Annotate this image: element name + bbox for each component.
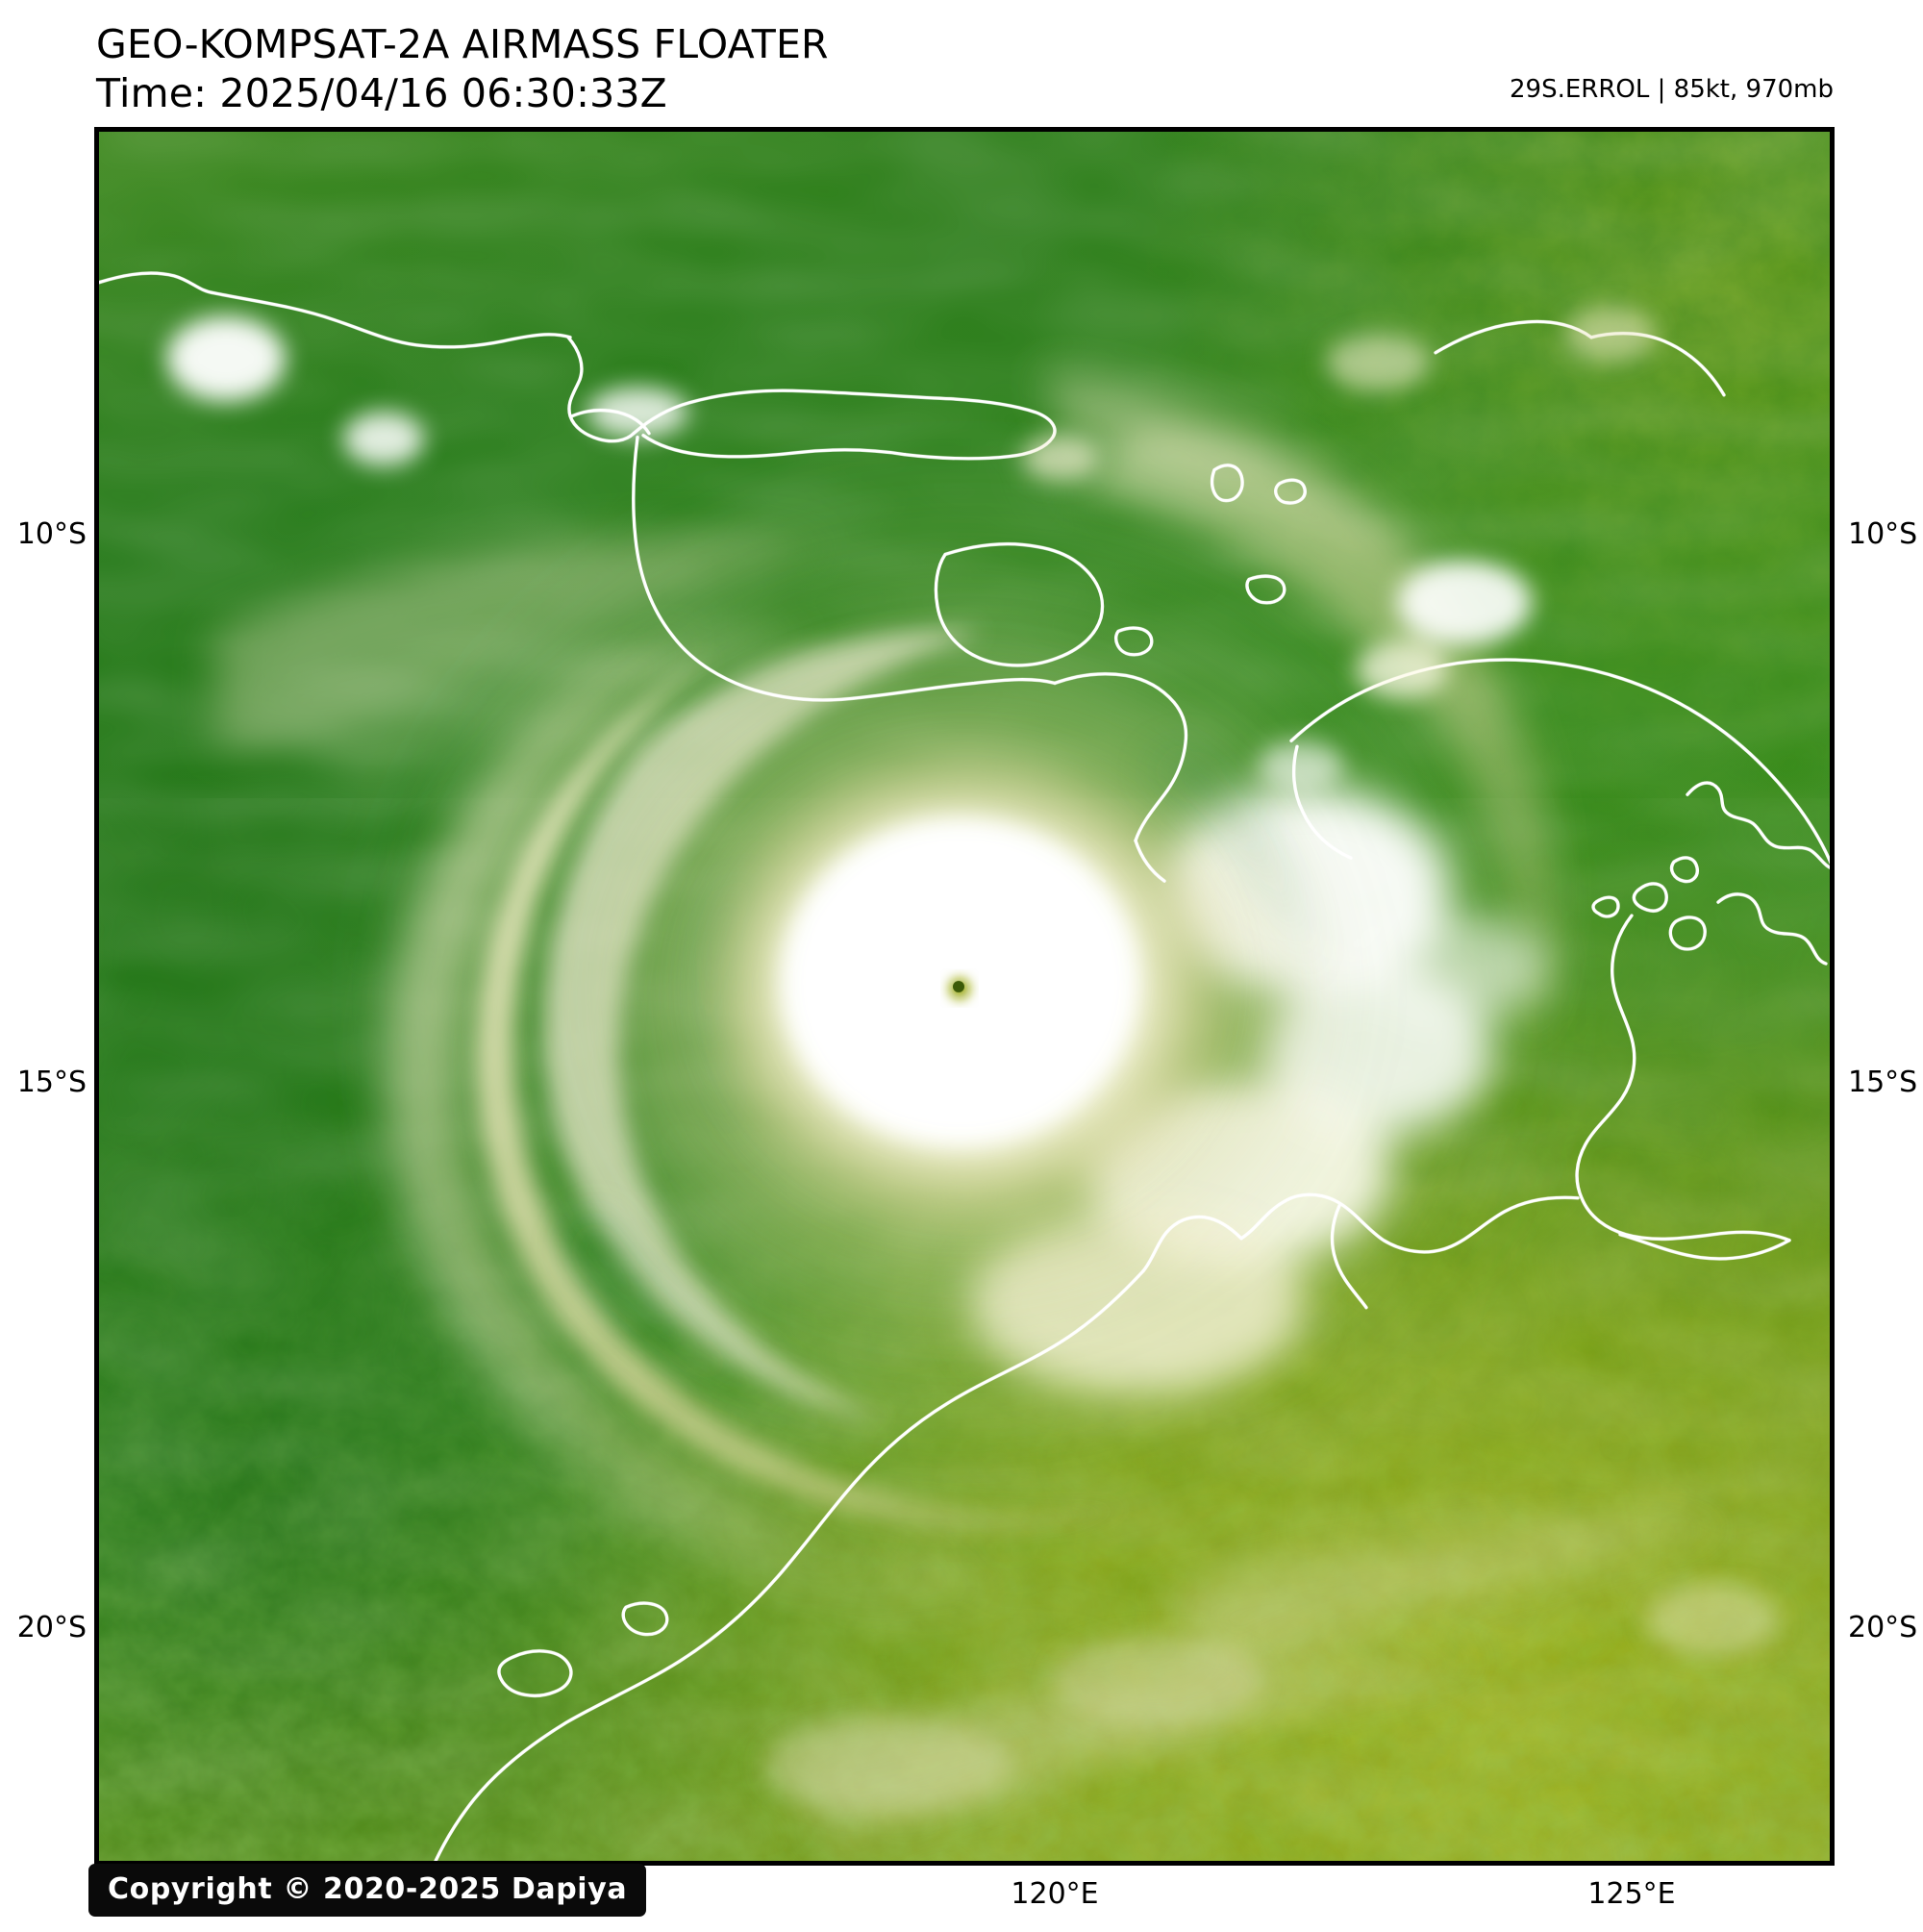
axis-label-lat-right-0: 10°S [1848,517,1918,551]
satellite-image-panel[interactable] [94,127,1835,1866]
coastline-overlay [99,271,1830,1861]
page-title: GEO-KOMPSAT-2A AIRMASS FLOATER [96,21,829,67]
axis-label-lat-right-1: 15°S [1848,1066,1918,1099]
axis-label-lat-left-1: 15°S [16,1066,87,1099]
timestamp-label: Time: 2025/04/16 06:30:33Z [96,70,667,116]
storm-eye-marker [949,978,970,999]
axis-label-lat-left-2: 20°S [16,1611,87,1644]
axis-label-lat-left-0: 10°S [16,517,87,551]
axis-label-lon-2: 125°E [1587,1877,1676,1911]
storm-info-label: 29S.ERROL | 85kt, 970mb [1510,75,1834,104]
axis-label-lon-1: 120°E [1011,1877,1099,1911]
header: GEO-KOMPSAT-2A AIRMASS FLOATER Time: 202… [0,0,1923,125]
copyright-banner: Copyright © 2020-2025 Dapiya [88,1864,647,1917]
axis-label-lat-right-2: 20°S [1848,1611,1918,1644]
airmass-rgb-imagery [99,132,1830,1861]
